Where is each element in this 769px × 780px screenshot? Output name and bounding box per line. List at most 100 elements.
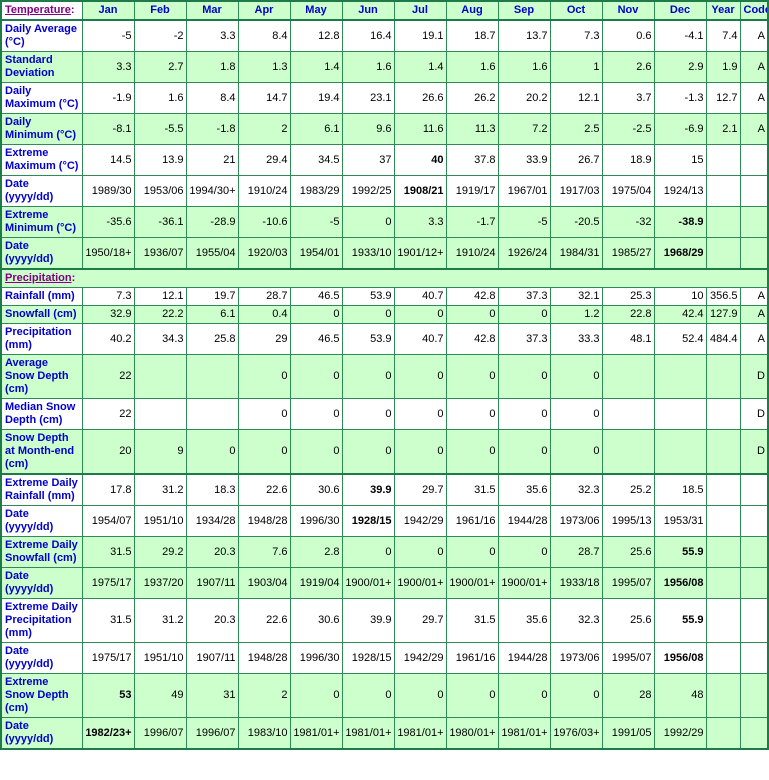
cell-may: 1919/04 (289, 567, 343, 599)
cell-dec: 15 (653, 144, 707, 176)
cell-jan: -8.1 (81, 113, 135, 145)
cell-aug: 1900/01+ (445, 567, 499, 599)
cell-feb: -36.1 (133, 206, 187, 238)
col-header-feb: Feb (133, 0, 187, 21)
cell-may: 0 (289, 305, 343, 324)
cell-year: 12.7 (705, 82, 741, 114)
cell-jun: 53.9 (341, 287, 395, 306)
cell-mar: 25.8 (185, 323, 239, 355)
cell-dec: 1953/31 (653, 505, 707, 537)
precipitation-section-header: Precipitation: (0, 268, 769, 288)
cell-jul: 1901/12+ (393, 237, 447, 270)
cell-apr: 1903/04 (237, 567, 291, 599)
cell-aug: 0 (445, 536, 499, 568)
cell-nov: 3.7 (601, 82, 655, 114)
cell-year (705, 536, 741, 568)
cell-aug: 11.3 (445, 113, 499, 145)
cell-nov: 2.6 (601, 51, 655, 83)
cell-year (705, 237, 741, 270)
cell-apr: 1910/24 (237, 175, 291, 207)
cell-year (705, 673, 741, 718)
cell-may: 34.5 (289, 144, 343, 176)
cell-apr: 7.6 (237, 536, 291, 568)
cell-jun: 1992/25 (341, 175, 395, 207)
cell-code: A (739, 51, 769, 83)
row-label: Snowfall (cm) (0, 305, 83, 324)
cell-mar: 0 (185, 429, 239, 475)
cell-jul: 0 (393, 354, 447, 399)
cell-year (705, 642, 741, 674)
cell-apr: 1.3 (237, 51, 291, 83)
cell-jul: 29.7 (393, 598, 447, 643)
table-row: Daily Average (°C) -5 -2 3.3 8.4 12.8 16.4 19.1… (0, 19, 769, 52)
table-row: Date (yyyy/dd) 1950/18+ 1936/07 1955/04 1920… (0, 237, 769, 270)
col-header-may: May (289, 0, 343, 21)
cell-apr: 1948/28 (237, 642, 291, 674)
precipitation-link[interactable]: Precipitation (5, 272, 72, 284)
cell-sep: 1.6 (497, 51, 551, 83)
cell-may: 0 (289, 429, 343, 475)
table-row: Daily Minimum (°C) -8.1 -5.5 -1.8 2 6.1 9.6 11.… (0, 113, 769, 145)
cell-sep: 0 (497, 536, 551, 568)
row-label: Extreme Daily Rainfall (mm) (0, 473, 83, 506)
cell-dec: -6.9 (653, 113, 707, 145)
cell-nov: 1995/07 (601, 642, 655, 674)
cell-oct: 32.3 (549, 598, 603, 643)
cell-jan: 31.5 (81, 598, 135, 643)
precipitation-colon: : (71, 272, 76, 284)
cell-oct: 2.5 (549, 113, 603, 145)
cell-dec: 1968/29 (653, 237, 707, 270)
temperature-link[interactable]: Temperature (5, 4, 71, 16)
cell-may: 30.6 (289, 473, 343, 506)
cell-may: 0 (289, 673, 343, 718)
cell-aug: 0 (445, 354, 499, 399)
col-header-code: Code (739, 0, 769, 21)
cell-jun: 0 (341, 206, 395, 238)
cell-apr: 22.6 (237, 598, 291, 643)
cell-jul: 11.6 (393, 113, 447, 145)
cell-year: 127.9 (705, 305, 741, 324)
cell-jun: 0 (341, 354, 395, 399)
cell-mar: 19.7 (185, 287, 239, 306)
cell-dec: 42.4 (653, 305, 707, 324)
cell-year: 484.4 (705, 323, 741, 355)
cell-code: A (739, 305, 769, 324)
cell-aug: 1.6 (445, 51, 499, 83)
cell-sep: 37.3 (497, 323, 551, 355)
cell-feb (133, 398, 187, 430)
cell-feb: 1936/07 (133, 237, 187, 270)
cell-dec: 2.9 (653, 51, 707, 83)
cell-oct: 0 (549, 673, 603, 718)
cell-nov (601, 354, 655, 399)
col-header-jun: Jun (341, 0, 395, 21)
table-row: Date (yyyy/dd) 1989/30 1953/06 1994/30+ 1910… (0, 175, 769, 207)
cell-oct: 0 (549, 398, 603, 430)
row-label: Rainfall (mm) (0, 287, 83, 306)
cell-mar: 1994/30+ (185, 175, 239, 207)
cell-jan: 1950/18+ (81, 237, 135, 270)
cell-mar: 20.3 (185, 536, 239, 568)
cell-oct: 1973/06 (549, 505, 603, 537)
cell-jun: 39.9 (341, 473, 395, 506)
cell-apr: 29 (237, 323, 291, 355)
cell-feb: 2.7 (133, 51, 187, 83)
cell-aug: 37.8 (445, 144, 499, 176)
cell-feb: 34.3 (133, 323, 187, 355)
cell-sep: 1981/01+ (497, 717, 551, 750)
cell-jul: 1942/29 (393, 642, 447, 674)
table-row: Precipitation (mm) 40.2 34.3 25.8 29 46.5 53.9… (0, 323, 769, 355)
cell-jan: -35.6 (81, 206, 135, 238)
col-header-nov: Nov (601, 0, 655, 21)
cell-oct: -20.5 (549, 206, 603, 238)
cell-oct: 32.3 (549, 473, 603, 506)
cell-year (705, 505, 741, 537)
cell-nov: 1995/13 (601, 505, 655, 537)
table-row: Extreme Minimum (°C) -35.6 -36.1 -28.9 -10.6… (0, 206, 769, 238)
row-label: Average Snow Depth (cm) (0, 354, 83, 399)
cell-jun: 53.9 (341, 323, 395, 355)
cell-sep: 35.6 (497, 473, 551, 506)
cell-nov: 25.2 (601, 473, 655, 506)
cell-sep: 0 (497, 305, 551, 324)
cell-nov: 1995/07 (601, 567, 655, 599)
cell-code (739, 505, 769, 537)
